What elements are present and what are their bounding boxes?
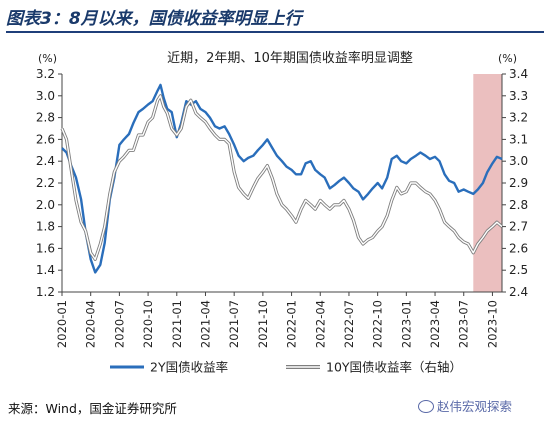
x-tick-label: 2023-07 [457,300,471,348]
x-tick-label: 2021-07 [227,300,241,348]
y-right-unit: (%) [498,52,517,65]
y-left-tick-label: 2.4 [36,154,55,168]
y-left-tick-label: 2.0 [36,198,55,212]
y-right-tick-label: 2.4 [509,285,528,299]
y-left-tick-label: 1.4 [36,263,55,277]
title-rule [6,31,544,33]
x-tick-label: 2021-10 [256,300,270,348]
x-tick-label: 2020-04 [84,300,98,348]
y-right-tick-label: 2.7 [509,220,528,234]
y-right-tick-label: 2.8 [509,198,528,212]
x-tick-label: 2021-01 [170,300,184,348]
watermark: 赵伟宏观探索 [418,396,512,415]
x-tick-label: 2022-04 [313,300,327,348]
y-right-tick-label: 3.0 [509,154,528,168]
x-tick-label: 2020-01 [55,300,69,348]
x-tick-label: 2023-01 [399,300,413,348]
y-left-tick-label: 2.6 [36,132,55,146]
wechat-icon [418,400,434,413]
source-note: 来源：Wind，国金证券研究所 [8,401,177,416]
watermark-text: 赵伟宏观探索 [437,399,513,414]
y-right-tick-label: 2.9 [509,176,528,190]
y-right-tick-label: 3.3 [509,89,528,103]
x-tick-label: 2020-10 [141,300,155,348]
y-left-tick-label: 3.0 [36,89,55,103]
x-tick-label: 2023-04 [428,300,442,348]
x-tick-label: 2022-07 [342,300,356,348]
y-left-tick-label: 1.6 [36,241,55,255]
x-tick-label: 2023-10 [485,300,499,348]
y-right-tick-label: 3.1 [509,132,528,146]
y-left-tick-label: 1.2 [36,285,55,299]
x-tick-label: 2021-04 [198,300,212,348]
series-line-10y-outline [60,94,504,261]
figure-title: 图表3：8月以来，国债收益率明显上行 [6,9,302,29]
x-tick-label: 2022-01 [285,300,299,348]
legend-label: 10Y国债收益率（右轴） [326,360,462,375]
series-line-2y [61,83,503,274]
shaded-region [473,74,502,292]
y-right-tick-label: 3.2 [509,111,528,125]
y-right-tick-label: 2.5 [509,263,528,277]
y-right-tick-label: 2.6 [509,241,528,255]
y-right-tick-label: 3.4 [509,67,528,81]
y-left-tick-label: 2.2 [36,176,55,190]
series-line-10y [61,95,503,260]
x-tick-label: 2020-07 [112,300,126,348]
chart-title: 近期，2年期、10年期国债收益率明显调整 [167,50,413,66]
y-left-tick-label: 3.2 [36,67,55,81]
y-left-tick-label: 2.8 [36,111,55,125]
y-left-tick-label: 1.8 [36,220,55,234]
legend-label: 2Y国债收益率 [150,360,228,375]
x-tick-label: 2022-10 [371,300,385,348]
y-left-unit: (%) [38,52,57,65]
